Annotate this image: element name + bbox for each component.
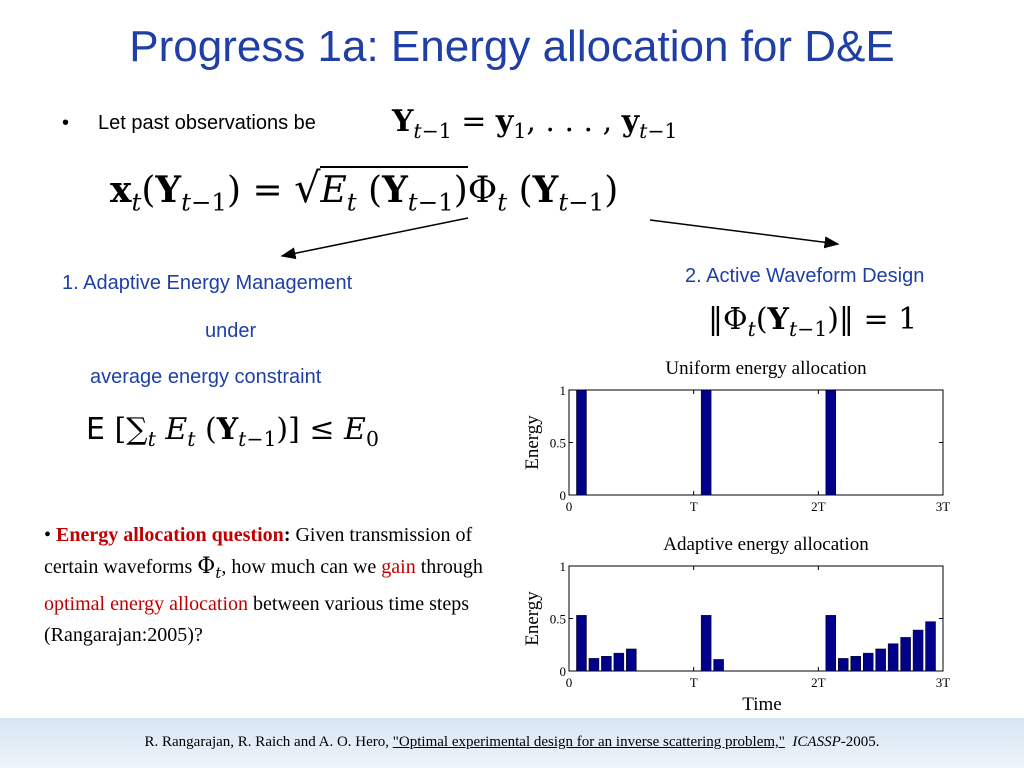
y-tick-label: 1 xyxy=(560,559,567,574)
y-tick-label: 0 xyxy=(560,664,567,679)
energy-bar xyxy=(576,615,587,672)
x-tick-label: 0 xyxy=(566,499,573,514)
energy-constraint-formula: E [∑t Et (Yt−1)] ≤ E0 xyxy=(86,412,379,452)
energy-bar xyxy=(925,621,936,672)
energy-bar xyxy=(887,643,899,672)
active-waveform-heading: 2. Active Waveform Design xyxy=(685,265,925,287)
energy-bar xyxy=(912,629,924,672)
energy-bar xyxy=(700,615,712,672)
energy-bar xyxy=(900,637,911,672)
energy-bar xyxy=(825,389,837,496)
energy-bar xyxy=(613,652,625,672)
average-constraint-text: average energy constraint xyxy=(90,366,322,388)
energy-allocation-charts: Uniform energy allocation 0 0.5 1 0 T 2T 3T Ener… xyxy=(522,358,951,715)
observations-bullet: • Let past observations be xyxy=(62,112,316,135)
chart-frame xyxy=(568,565,944,672)
energy-bar xyxy=(825,615,837,672)
energy-bar xyxy=(700,389,712,496)
question-bullet: • xyxy=(44,524,52,546)
slide-title: Progress 1a: Energy allocation for D&E xyxy=(129,22,895,71)
y-tick-label: 0.5 xyxy=(550,612,566,627)
citation-authors: R. Rangarajan, R. Raich and A. O. Hero, xyxy=(144,734,393,750)
citation-venue: ICASSP xyxy=(792,734,841,750)
energy-bar xyxy=(838,658,849,672)
energy-bar xyxy=(588,658,600,672)
chart-title: Uniform energy allocation xyxy=(665,358,867,379)
energy-question-paragraph: • Energy allocation question: Given tran… xyxy=(44,524,483,647)
question-label: Energy allocation question xyxy=(56,524,284,546)
energy-bar xyxy=(862,652,874,672)
arrow-right xyxy=(649,219,840,249)
y-tick-label: 0 xyxy=(560,488,567,503)
citation-link[interactable]: "Optimal experimental design for an inve… xyxy=(392,734,785,750)
question-text-1: Given transmission of certain waveforms xyxy=(44,524,473,578)
arrow-left xyxy=(280,217,469,260)
x-tick-label: 2T xyxy=(811,675,826,690)
energy-bar xyxy=(875,648,886,672)
optimal-allocation-phrase: optimal energy allocation xyxy=(44,593,249,616)
waveform-formula: xt(Yt−1) = √Et (Yt−1)Φt (Yt−1) xyxy=(110,164,619,217)
energy-bar xyxy=(601,656,612,672)
energy-bar xyxy=(626,648,637,672)
under-text: under xyxy=(205,320,257,342)
x-tick-label: 2T xyxy=(811,499,826,514)
question-text-3: through xyxy=(415,556,483,578)
chart-title: Adaptive energy allocation xyxy=(663,534,869,555)
footer-band xyxy=(0,718,1024,768)
bullet-marker: • xyxy=(62,112,70,134)
x-axis-label: Time xyxy=(742,694,781,715)
x-tick-label: T xyxy=(690,499,698,514)
chart-frame xyxy=(568,389,944,496)
y-tick-label: 1 xyxy=(560,383,567,398)
question-colon: : xyxy=(283,524,291,546)
energy-bar xyxy=(850,656,861,672)
energy-bar xyxy=(576,389,587,496)
y-axis-label: Energy xyxy=(522,415,543,470)
x-tick-label: 3T xyxy=(936,499,951,514)
question-text-4: between various time steps (Rangarajan:2… xyxy=(44,593,470,647)
arrows xyxy=(280,217,840,260)
citation-year: -2005. xyxy=(840,734,880,750)
observations-formula: Yt−1 = y1, . . . , yt−1 xyxy=(392,104,678,144)
observations-text: Let past observations be xyxy=(98,112,316,134)
y-tick-label: 0.5 xyxy=(550,436,566,451)
energy-bar xyxy=(713,659,724,672)
y-axis-label: Energy xyxy=(522,591,543,646)
question-text-2: , how much can we xyxy=(221,556,382,578)
x-tick-label: T xyxy=(690,675,698,690)
x-tick-label: 3T xyxy=(936,675,951,690)
adaptive-energy-heading: 1. Adaptive Energy Management xyxy=(62,272,353,294)
x-tick-label: 0 xyxy=(566,675,573,690)
gain-word: gain xyxy=(381,556,416,578)
norm-constraint-formula: ‖Φt(Yt−1)‖ = 1 xyxy=(708,302,918,342)
citation-footer: R. Rangarajan, R. Raich and A. O. Hero, … xyxy=(6,734,1018,751)
